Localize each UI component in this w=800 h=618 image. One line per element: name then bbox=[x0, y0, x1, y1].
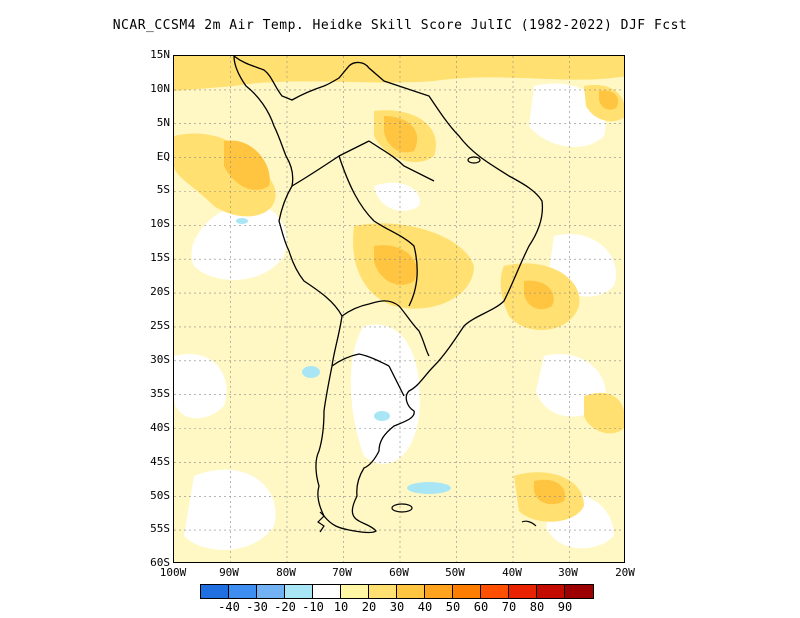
colorbar-label: -20 bbox=[274, 600, 296, 614]
colorbar-swatch bbox=[453, 585, 481, 598]
colorbar-label: 20 bbox=[361, 600, 377, 614]
lat-label-45s: 45S bbox=[150, 455, 170, 468]
colorbar-swatch bbox=[229, 585, 257, 598]
islands bbox=[317, 156, 537, 533]
grid-lines bbox=[174, 56, 624, 562]
colorbar-label: -30 bbox=[246, 600, 268, 614]
lat-label-30s: 30S bbox=[150, 353, 170, 366]
colorbar-swatch bbox=[537, 585, 565, 598]
colorbar-label: 30 bbox=[389, 600, 405, 614]
lon-label-30w: 30W bbox=[558, 566, 578, 579]
colorbar-swatch bbox=[397, 585, 425, 598]
lat-label-50s: 50S bbox=[150, 489, 170, 502]
lat-label-5n: 5N bbox=[156, 116, 170, 129]
lat-label-eq: EQ bbox=[156, 150, 170, 163]
lat-label-10n: 10N bbox=[150, 82, 170, 95]
map-panel bbox=[173, 55, 625, 563]
colorbar-swatch bbox=[285, 585, 313, 598]
lon-label-100w: 100W bbox=[159, 566, 187, 579]
colorbar-label: 90 bbox=[557, 600, 573, 614]
lon-label-50w: 50W bbox=[445, 566, 465, 579]
colorbar-swatch bbox=[257, 585, 285, 598]
lat-label-55s: 55S bbox=[150, 522, 170, 535]
colorbar-label: 70 bbox=[501, 600, 517, 614]
colorbar-label: -40 bbox=[218, 600, 240, 614]
colorbar-label: 60 bbox=[473, 600, 489, 614]
colorbar-swatch bbox=[425, 585, 453, 598]
skill-map bbox=[174, 56, 624, 562]
colorbar-swatch bbox=[369, 585, 397, 598]
colorbar-swatch bbox=[509, 585, 537, 598]
colorbar-label: 10 bbox=[333, 600, 349, 614]
lat-label-60s: 60S bbox=[150, 556, 170, 569]
lat-label-20s: 20S bbox=[150, 285, 170, 298]
colorbar-swatch bbox=[565, 585, 593, 598]
colorbar-label: 50 bbox=[445, 600, 461, 614]
lon-label-40w: 40W bbox=[502, 566, 522, 579]
colorbar-swatch bbox=[481, 585, 509, 598]
colorbar-swatch bbox=[201, 585, 229, 598]
lon-label-60w: 60W bbox=[389, 566, 409, 579]
lat-label-35s: 35S bbox=[150, 387, 170, 400]
lon-label-90w: 90W bbox=[219, 566, 239, 579]
colorbar-label: 40 bbox=[417, 600, 433, 614]
lon-label-20w: 20W bbox=[615, 566, 635, 579]
colorbar-swatch bbox=[341, 585, 369, 598]
colorbar-swatch bbox=[313, 585, 341, 598]
lat-label-10s: 10S bbox=[150, 217, 170, 230]
lat-label-15s: 15S bbox=[150, 251, 170, 264]
lon-label-80w: 80W bbox=[276, 566, 296, 579]
colorbar bbox=[200, 584, 594, 599]
lat-label-15n: 15N bbox=[150, 48, 170, 61]
coastlines bbox=[233, 56, 544, 534]
lat-label-40s: 40S bbox=[150, 421, 170, 434]
skill-shading bbox=[174, 56, 624, 562]
lat-label-25s: 25S bbox=[150, 319, 170, 332]
lat-label-5s: 5S bbox=[156, 183, 170, 196]
colorbar-label: 80 bbox=[529, 600, 545, 614]
lon-label-70w: 70W bbox=[332, 566, 352, 579]
colorbar-label: -10 bbox=[302, 600, 324, 614]
chart-title: NCAR_CCSM4 2m Air Temp. Heidke Skill Sco… bbox=[112, 18, 688, 33]
